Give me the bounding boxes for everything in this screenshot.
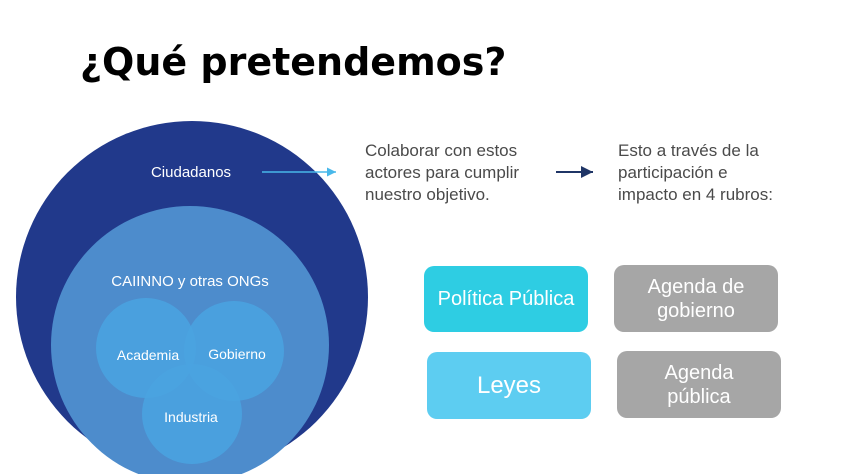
rubro-leyes: Leyes xyxy=(427,352,591,419)
rubro-agenda-gobierno: Agenda de gobierno xyxy=(614,265,778,332)
label-academia: Academia xyxy=(117,347,179,363)
inner-circle-industria xyxy=(142,364,242,464)
page-title: ¿Qué pretendemos? xyxy=(80,40,507,84)
rubro-politica-publica: Política Pública xyxy=(424,266,588,332)
label-caiinno: CAIINNO y otras ONGs xyxy=(111,273,269,290)
rubro-agenda-publica: Agenda pública xyxy=(617,351,781,418)
label-industria: Industria xyxy=(164,409,218,425)
collaborate-text: Colaborar con estos actores para cumplir… xyxy=(365,141,520,204)
rubros-intro-text: Esto a través de la participación e impa… xyxy=(618,141,773,204)
label-gobierno: Gobierno xyxy=(208,346,266,362)
label-ciudadanos: Ciudadanos xyxy=(151,164,231,181)
